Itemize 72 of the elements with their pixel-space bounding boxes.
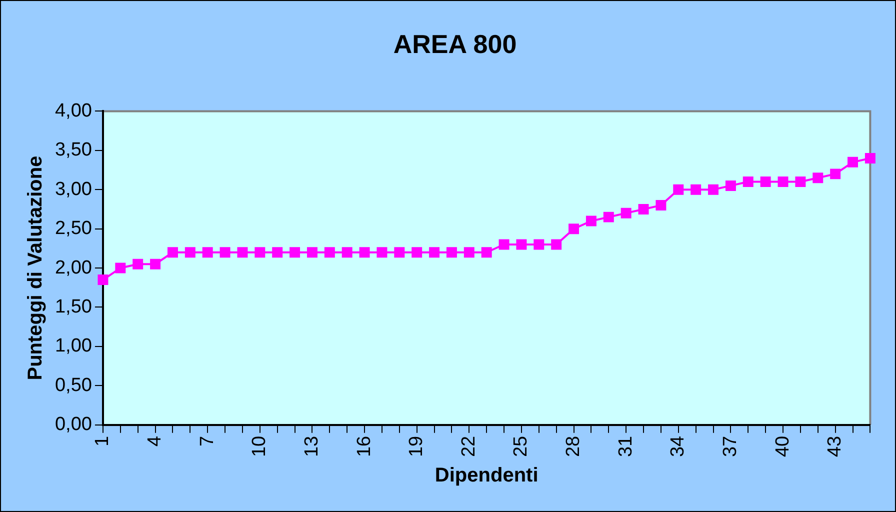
- point: [864, 153, 876, 164]
- point: [568, 224, 580, 234]
- point: [638, 204, 649, 214]
- y-tick-label: 0,00: [54, 414, 92, 436]
- point: [254, 247, 266, 258]
- y-tick-label: 0,50: [54, 374, 92, 396]
- point: [603, 212, 614, 222]
- point: [394, 247, 405, 258]
- chart-title: AREA 800: [393, 28, 517, 59]
- x-tick-label: 31: [615, 436, 636, 458]
- point: [115, 262, 126, 274]
- point: [498, 239, 510, 250]
- point: [446, 247, 457, 258]
- point: [359, 247, 370, 258]
- point: [290, 247, 300, 258]
- point: [237, 247, 248, 258]
- point: [690, 184, 702, 195]
- y-tick-label: 3,50: [54, 140, 92, 161]
- y-tick-label: 4,00: [54, 100, 92, 122]
- point: [778, 176, 788, 188]
- point: [272, 247, 283, 258]
- x-tick-label: 37: [720, 436, 741, 458]
- point: [848, 156, 858, 168]
- x-tick-label: 43: [824, 436, 846, 458]
- point: [464, 247, 474, 258]
- point: [812, 172, 824, 184]
- point: [324, 247, 335, 258]
- y-tick-label: 1,50: [54, 296, 92, 318]
- x-tick-label: 22: [458, 436, 480, 458]
- point: [202, 247, 213, 258]
- point: [220, 247, 230, 258]
- point: [620, 208, 632, 218]
- y-tick-label: 2,00: [54, 257, 92, 278]
- y-axis-title: Punteggi di Valutazione: [24, 156, 47, 380]
- point: [708, 184, 719, 195]
- point: [830, 168, 841, 180]
- point: [742, 176, 754, 188]
- point: [586, 216, 596, 226]
- y-tick-label: 2,50: [54, 218, 92, 240]
- y-tick-label: 3,00: [54, 178, 92, 200]
- point: [725, 180, 736, 191]
- x-tick-label: 40: [772, 436, 794, 458]
- x-tick-label: 19: [406, 436, 428, 458]
- x-tick-label: 28: [563, 436, 584, 458]
- x-tick-label: 34: [668, 435, 689, 458]
- point: [516, 239, 527, 250]
- point: [481, 247, 492, 258]
- point: [412, 247, 422, 258]
- point: [534, 239, 544, 250]
- point: [551, 239, 562, 250]
- point: [376, 247, 388, 258]
- point: [795, 176, 806, 188]
- point: [429, 247, 440, 258]
- x-tick-label: 7: [196, 436, 218, 446]
- point: [306, 247, 318, 258]
- point: [132, 258, 144, 270]
- x-tick-label: 10: [249, 436, 270, 458]
- x-tick-label: 1: [92, 436, 114, 446]
- x-tick-label: 16: [354, 436, 375, 458]
- x-axis-title: Dipendenti: [434, 464, 538, 487]
- x-tick-label: 25: [510, 436, 532, 458]
- point: [167, 247, 178, 258]
- point: [184, 247, 196, 258]
- point: [673, 184, 684, 195]
- point: [98, 274, 108, 286]
- x-tick-label: 4: [144, 435, 166, 446]
- point: [760, 176, 771, 188]
- point: [150, 258, 161, 270]
- point: [656, 200, 666, 211]
- y-tick-label: 1,00: [54, 336, 92, 357]
- point: [342, 247, 352, 258]
- x-tick-label: 13: [301, 436, 322, 458]
